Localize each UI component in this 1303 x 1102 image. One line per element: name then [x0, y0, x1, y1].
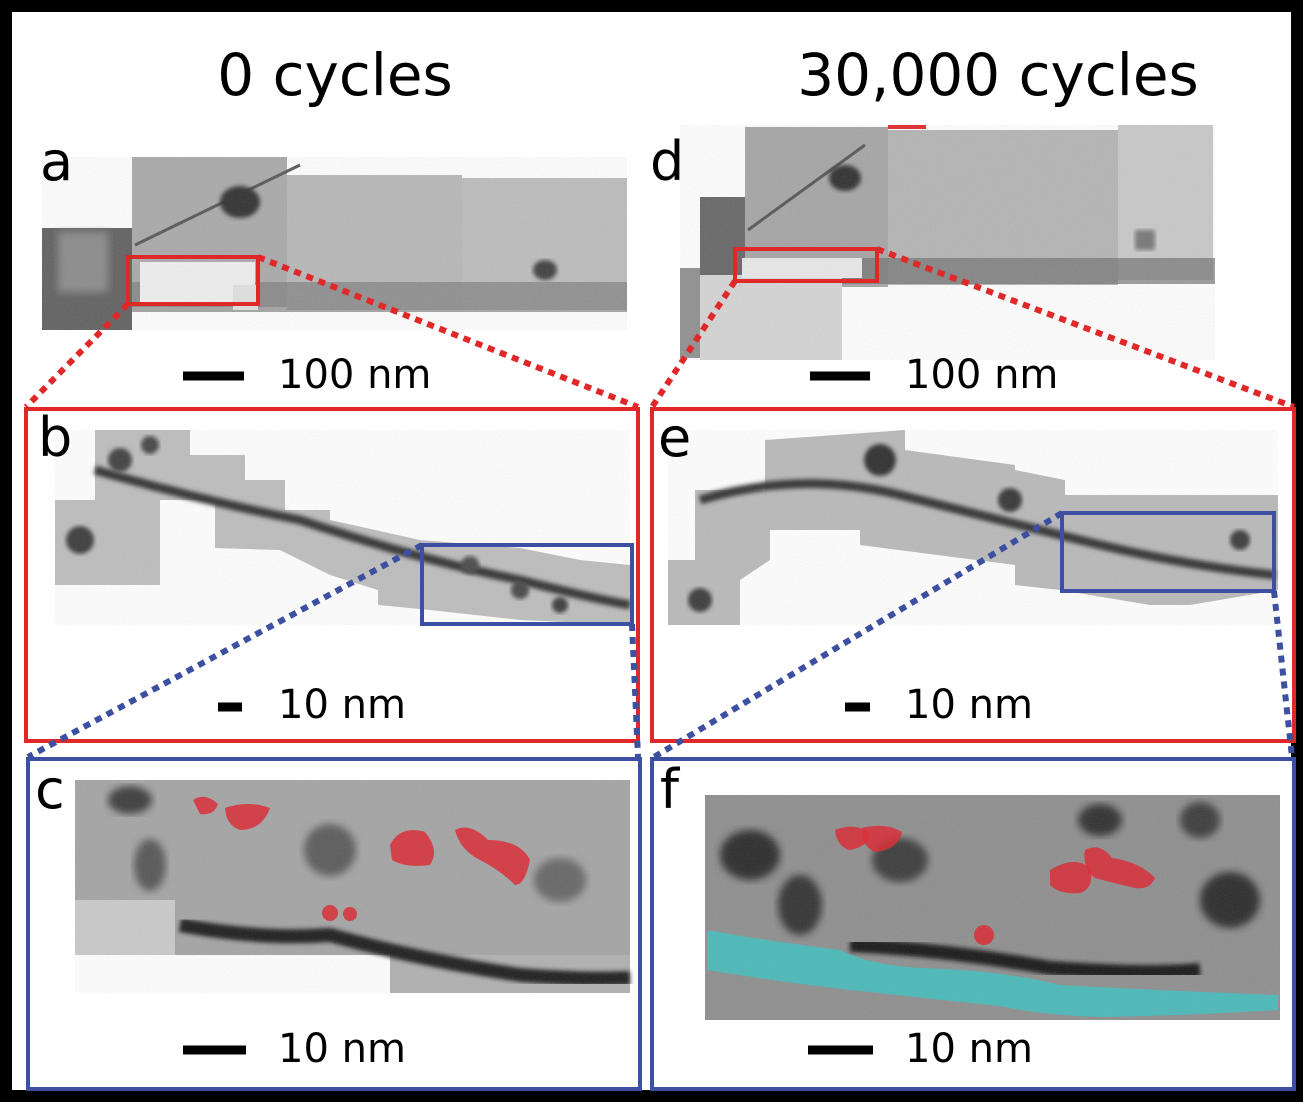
- zoom-connector-a-left: [23, 301, 131, 410]
- highlighted-particle: [1050, 861, 1092, 894]
- zoom-connector-e-left: [652, 510, 1064, 760]
- highlighted-particle: [861, 825, 902, 852]
- panel-letter-d: d: [650, 130, 684, 193]
- panel-letter-f: f: [660, 758, 681, 821]
- zoom-box-e: [1060, 511, 1276, 593]
- tem-image-f: [705, 795, 1280, 1020]
- panel-letter-e: e: [658, 406, 691, 469]
- highlighted-particle: [835, 826, 870, 850]
- highlighted-particle: [455, 827, 530, 885]
- panel-d: d 100 nm: [650, 125, 1215, 398]
- tem-image-c: [75, 780, 631, 993]
- zoom-box-a: [126, 255, 260, 306]
- tem-image-d: [680, 125, 1215, 360]
- zoom-connector-a-right: [256, 254, 640, 410]
- tem-image-a: [42, 157, 627, 330]
- panel-c: c 10 nm: [26, 757, 642, 1091]
- panel-b: b 10 nm: [24, 406, 640, 743]
- panel-e: e 10 nm: [650, 406, 1296, 743]
- column-title-right: 30,000 cycles: [797, 41, 1199, 109]
- zoom-connector-b-left: [26, 542, 424, 760]
- highlighted-particle: [322, 905, 338, 921]
- scale-label-a: 100 nm: [278, 352, 431, 398]
- scale-label-d: 100 nm: [905, 352, 1058, 398]
- panel-letter-c: c: [35, 758, 65, 821]
- highlighted-particle: [1084, 847, 1155, 889]
- scale-label-b: 10 nm: [278, 682, 406, 728]
- highlighted-layer: [707, 930, 1278, 1017]
- highlighted-particle: [974, 925, 994, 945]
- panel-letter-a: a: [40, 130, 73, 193]
- zoom-box-b: [420, 543, 634, 626]
- panel-f: f 10 nm: [650, 757, 1296, 1091]
- panel-a: a 100 nm: [40, 130, 627, 398]
- zoom-connector-b-right: [629, 623, 641, 758]
- highlighted-particle: [390, 830, 434, 866]
- tem-image-e: [668, 430, 1278, 625]
- highlighted-particle: [225, 804, 270, 830]
- zoom-connector-d-right: [875, 246, 1296, 410]
- scale-label-f: 10 nm: [905, 1026, 1033, 1072]
- tem-image-b: [55, 430, 631, 625]
- highlighted-particle: [343, 907, 357, 921]
- column-title-left: 0 cycles: [217, 41, 452, 109]
- zoom-box-d: [733, 247, 879, 283]
- zoom-connector-e-right: [1271, 590, 1295, 758]
- highlighted-particle: [193, 796, 218, 815]
- panel-letter-b: b: [38, 406, 72, 469]
- scale-label-e: 10 nm: [905, 682, 1033, 728]
- scale-label-c: 10 nm: [278, 1026, 406, 1072]
